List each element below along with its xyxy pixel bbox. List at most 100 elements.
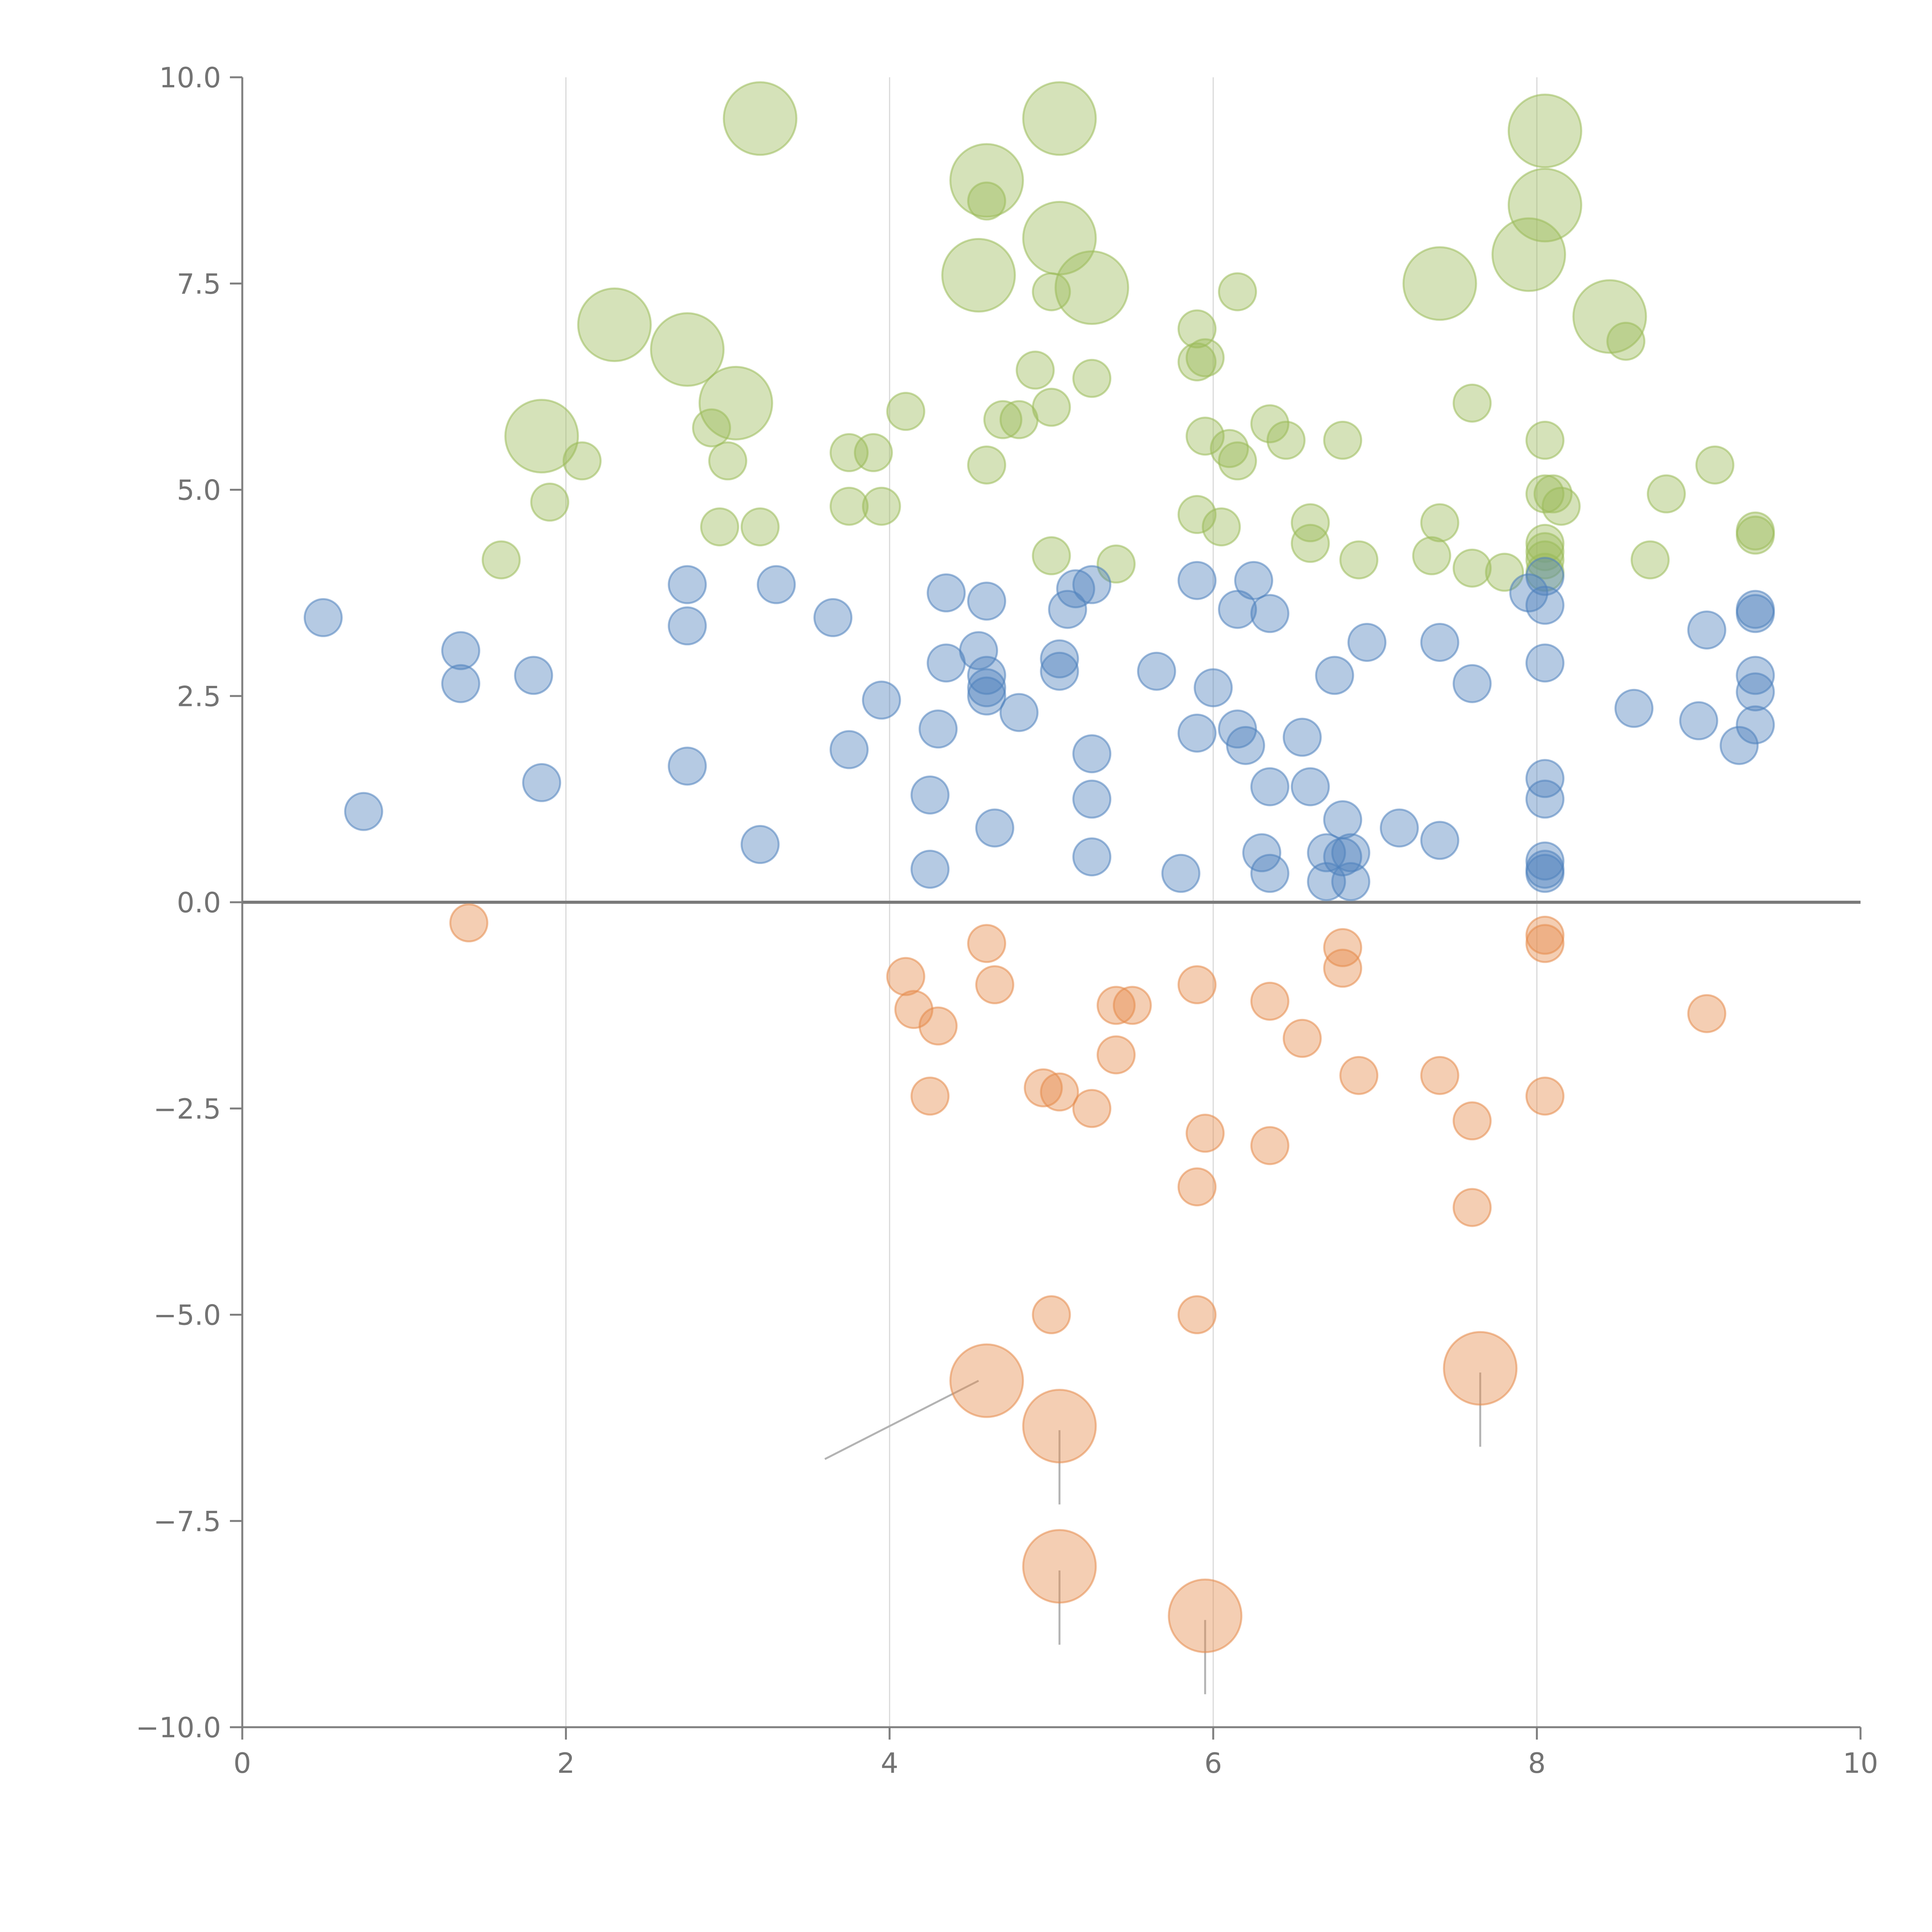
bubble-point-orange [949, 1343, 1024, 1418]
bubble-point-green [1202, 507, 1241, 547]
bubble-point-blue [1509, 573, 1548, 612]
bubble-point-blue [1525, 779, 1565, 819]
bubble-point-green [1072, 359, 1112, 398]
bubble-point-orange [1177, 1295, 1217, 1334]
bubble-point-green [1606, 321, 1646, 361]
bubble-point-green [1032, 536, 1071, 575]
bubble-point-blue [514, 656, 553, 695]
axis-layer [230, 76, 1862, 1740]
bubble-point-green [1291, 524, 1330, 563]
bubble-point-blue [1347, 622, 1387, 662]
bubble-point-blue [1679, 701, 1718, 740]
bubble-point-green [708, 441, 747, 481]
bubble-point-blue [927, 643, 966, 683]
bubble-point-blue [1048, 590, 1087, 629]
bubble-point-green [1525, 474, 1565, 514]
bubble-point-orange [1032, 1295, 1071, 1334]
bubble-layer [303, 81, 1775, 1653]
y-tick-label: −2.5 [153, 1093, 221, 1125]
bubble-point-blue [1736, 705, 1775, 745]
x-tick-label: 8 [1528, 1747, 1546, 1779]
bubble-point-blue [668, 606, 707, 646]
bubble-point-green [1185, 417, 1225, 456]
bubble-point-orange [449, 903, 488, 942]
bubble-point-blue [967, 676, 1006, 716]
bubble-point-blue [441, 631, 480, 670]
bubble-point-green [1177, 309, 1217, 349]
bubble-point-orange [1339, 1056, 1379, 1095]
bubble-point-blue [740, 825, 780, 864]
bubble-point-blue [910, 775, 950, 815]
bubble-point-blue [522, 763, 561, 802]
x-tick-label: 0 [233, 1747, 251, 1779]
bubble-point-blue [1736, 594, 1775, 633]
bubble-point-orange [1168, 1578, 1243, 1653]
bubble-point-green [862, 486, 901, 526]
bubble-point-blue [1687, 610, 1726, 650]
bubble-point-orange [1022, 1389, 1097, 1464]
bubble-point-orange [1072, 1089, 1112, 1128]
y-tick-label: 2.5 [177, 680, 221, 713]
y-tick-label: 10.0 [159, 61, 221, 94]
bubble-point-blue [830, 730, 869, 769]
bubble-point-green [1420, 503, 1459, 543]
bubble-point-orange [1420, 1056, 1459, 1095]
bubble-point-green [1402, 246, 1477, 321]
bubble-point-green [1736, 515, 1775, 555]
bubble-point-green [723, 81, 798, 156]
bubble-point-orange [1185, 1114, 1225, 1153]
bubble-point-green [967, 445, 1006, 485]
bubble-point-blue [1420, 622, 1459, 662]
bubble-point-green [530, 483, 570, 522]
bubble-point-green [854, 433, 893, 472]
bubble-point-green [1507, 168, 1582, 243]
bubble-point-blue [1452, 664, 1492, 703]
bubble-point-green [941, 238, 1016, 313]
bubble-point-orange [1097, 986, 1136, 1025]
bubble-point-green [1266, 420, 1306, 460]
bubble-point-orange [894, 990, 934, 1029]
bubble-point-blue [1177, 713, 1217, 753]
bubble-point-green [1015, 350, 1055, 390]
bubble-point-orange [1024, 1068, 1063, 1107]
bubble-point-orange [918, 1006, 958, 1046]
bubble-point-green [1631, 540, 1670, 580]
y-tick-label: −5.0 [153, 1299, 221, 1332]
bubble-point-green [1032, 272, 1071, 311]
bubble-point-green [1323, 420, 1362, 460]
tick-label-layer: −10.0 −7.5 −5.0 −2.5 0.0 2.5 5.0 7.5 10.0 0 2 4 6 8 10 [136, 61, 1878, 1779]
bubble-point-green [1525, 420, 1565, 460]
bubble-point-orange [1525, 924, 1565, 963]
bubble-point-green [1218, 272, 1257, 311]
bubble-point-orange [975, 965, 1014, 1004]
bubble-point-blue [1525, 585, 1565, 625]
bubble-point-blue [1282, 718, 1322, 757]
y-tick-label: −7.5 [153, 1505, 221, 1537]
bubble-point-orange [1177, 1167, 1217, 1207]
bubble-point-orange [1022, 1529, 1097, 1604]
bubble-point-blue [967, 656, 1006, 695]
bubble-point-orange [1443, 1331, 1518, 1406]
bubble-point-green [1695, 445, 1735, 485]
bubble-point-green [1452, 548, 1492, 588]
bubble-point-green [692, 408, 731, 447]
bubble-point-blue [1420, 821, 1459, 860]
bubble-point-orange [1452, 1188, 1492, 1227]
bubble-point-blue [1218, 590, 1257, 629]
y-tick-label: 5.0 [177, 474, 221, 507]
bubble-point-green [562, 441, 602, 481]
bubble-point-orange [1112, 986, 1152, 1025]
y-tick-label: 7.5 [177, 268, 221, 300]
bubble-point-green [830, 486, 869, 526]
bubble-point-green [999, 400, 1039, 439]
bubble-point-blue [1177, 561, 1217, 600]
bubble-point-blue [303, 598, 343, 637]
bubble-point-orange [1323, 949, 1362, 988]
bubble-point-orange [967, 924, 1006, 963]
bubble-point-blue [1040, 651, 1079, 691]
bubble-point-blue [813, 598, 853, 637]
x-tick-label: 6 [1204, 1747, 1222, 1779]
y-tick-label: 0.0 [177, 886, 221, 919]
bubble-point-blue [1056, 569, 1095, 609]
